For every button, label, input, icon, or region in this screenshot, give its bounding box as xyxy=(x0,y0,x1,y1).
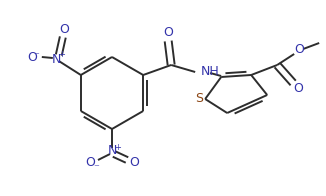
Text: S: S xyxy=(195,92,203,104)
Text: O: O xyxy=(163,25,173,38)
Text: +: + xyxy=(58,50,65,58)
Text: O: O xyxy=(85,156,95,170)
Text: O: O xyxy=(27,51,37,64)
Text: O: O xyxy=(293,82,303,94)
Text: +: + xyxy=(114,142,122,152)
Text: N: N xyxy=(52,53,62,65)
Text: O: O xyxy=(129,156,139,170)
Text: NH: NH xyxy=(201,64,220,77)
Text: ⁻: ⁻ xyxy=(33,51,39,61)
Text: N: N xyxy=(107,144,117,158)
Text: O: O xyxy=(59,23,69,35)
Text: ⁻: ⁻ xyxy=(93,163,99,173)
Text: O: O xyxy=(294,43,304,55)
